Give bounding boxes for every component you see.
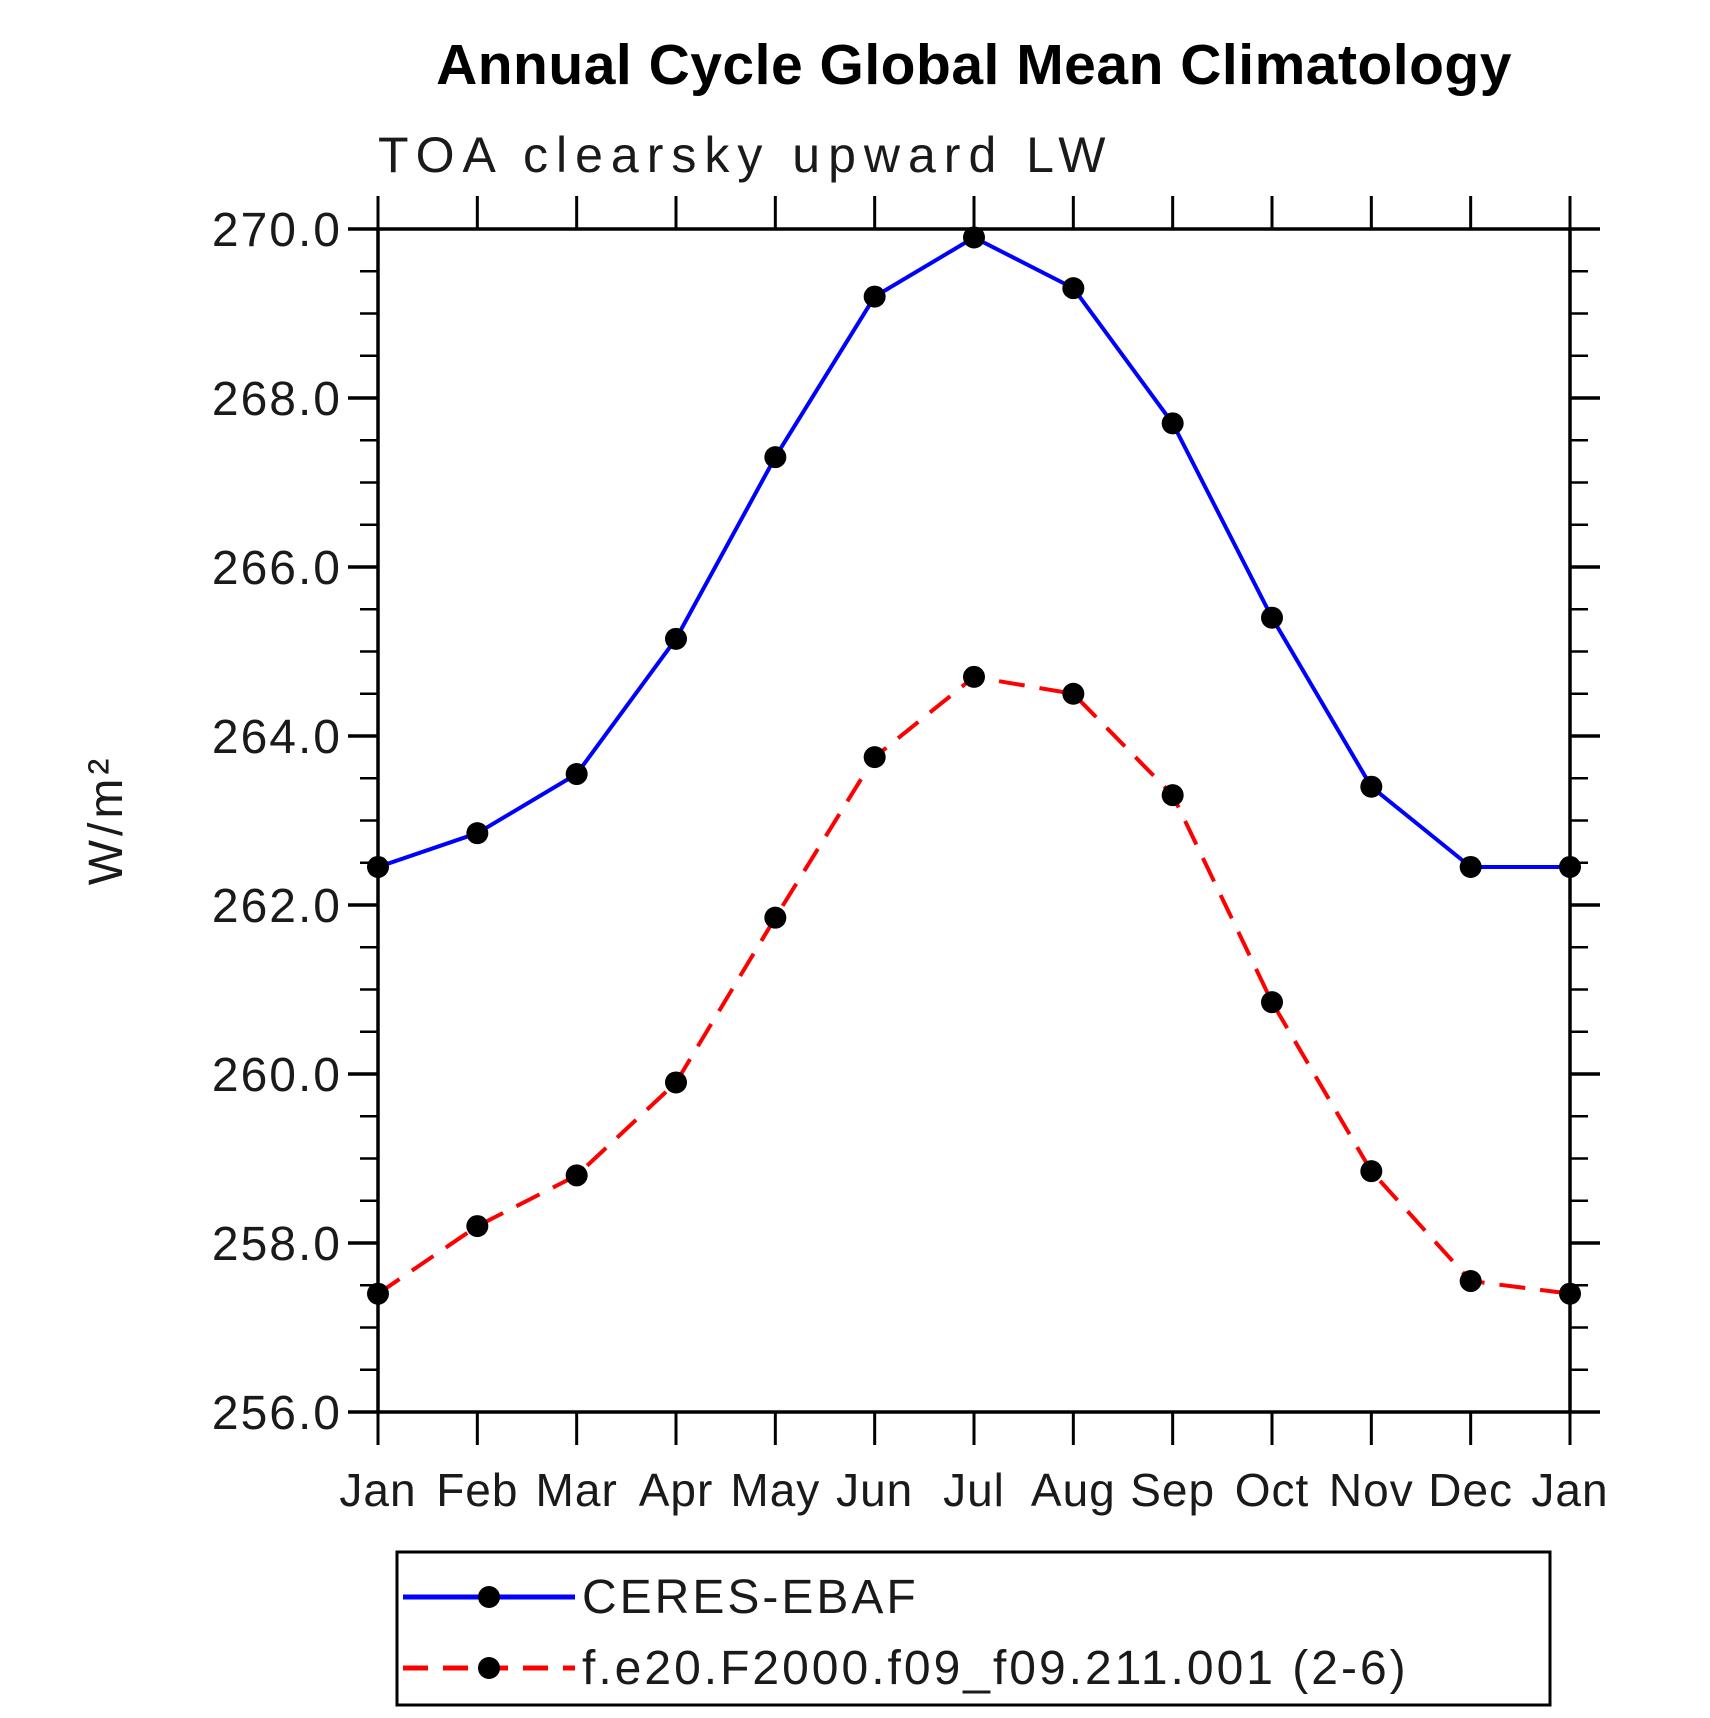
series-line-1 <box>377 235 1570 869</box>
data-point <box>963 665 985 688</box>
data-point <box>1161 412 1184 435</box>
data-point <box>367 1282 389 1305</box>
data-point <box>1161 784 1184 807</box>
legend-marker-sample <box>478 1657 500 1679</box>
x-tick-label: Feb <box>436 1464 518 1516</box>
data-point <box>863 746 886 769</box>
x-tick-label: May <box>730 1464 820 1516</box>
data-point <box>565 1164 588 1187</box>
x-tick-label: Nov <box>1329 1464 1414 1516</box>
x-tick-label: Jul <box>943 1464 1005 1516</box>
data-point <box>665 1071 687 1094</box>
chart-subtitle: TOA clearsky upward LW <box>378 127 1113 183</box>
data-point <box>1459 1270 1482 1293</box>
data-point <box>863 285 886 308</box>
y-axis-title: W/m² <box>80 755 133 886</box>
y-tick-label: 258.0 <box>212 1218 342 1271</box>
x-tick-label: Aug <box>1031 1464 1116 1516</box>
y-tick-label: 270.0 <box>212 204 342 257</box>
x-tick-label: Mar <box>536 1464 618 1516</box>
data-point <box>1261 606 1283 629</box>
data-point <box>1062 277 1085 300</box>
y-tick-label: 256.0 <box>212 1387 342 1440</box>
data-point <box>367 855 389 878</box>
data-point <box>466 1215 489 1238</box>
data-series-layer <box>367 226 1581 1305</box>
data-point <box>565 763 588 786</box>
legend-box <box>395 1550 1552 1707</box>
data-point <box>764 906 787 929</box>
x-tick-label: Jan <box>1531 1464 1608 1516</box>
data-point <box>963 226 985 249</box>
data-point <box>1459 855 1482 878</box>
data-point <box>1360 1160 1383 1183</box>
x-tick-label: Oct <box>1235 1464 1310 1516</box>
data-point <box>1559 1282 1581 1305</box>
series-line-2 <box>376 674 1571 1296</box>
legend-rows: CERES-EBAF f.e20.F2000.f09_f09.211.001 (2… <box>403 1571 1409 1695</box>
data-point <box>1062 682 1085 705</box>
axes-frame: Jan Feb Mar Apr May Jun Jul Aug Sep Oct Nov Dec Jan 2… <box>212 196 1608 1516</box>
legend-marker-sample <box>478 1586 500 1608</box>
plot-frame <box>376 227 1572 1414</box>
data-point <box>1261 991 1283 1014</box>
legend: CERES-EBAF f.e20.F2000.f09_f09.211.001 (2… <box>395 1550 1552 1707</box>
x-tick-label: Sep <box>1130 1464 1215 1516</box>
y-tick-label: 264.0 <box>212 711 342 764</box>
data-point <box>1360 775 1383 798</box>
x-tick-label: Jan <box>339 1464 416 1516</box>
chart-title: Annual Cycle Global Mean Climatology <box>436 33 1512 97</box>
x-tick-label: Apr <box>639 1464 714 1516</box>
y-tick-label: 266.0 <box>212 542 342 595</box>
data-point <box>665 627 687 650</box>
data-point <box>1559 855 1581 878</box>
legend-label-2: f.e20.F2000.f09_f09.211.001 (2-6) <box>582 1642 1409 1695</box>
x-tick-label: Dec <box>1428 1464 1513 1516</box>
y-tick-label: 260.0 <box>212 1049 342 1102</box>
data-point <box>764 446 787 469</box>
y-tick-label: 268.0 <box>212 373 342 426</box>
legend-label-1: CERES-EBAF <box>582 1571 919 1624</box>
x-tick-label: Jun <box>836 1464 913 1516</box>
data-point <box>466 822 489 845</box>
y-tick-label: 262.0 <box>212 880 342 933</box>
